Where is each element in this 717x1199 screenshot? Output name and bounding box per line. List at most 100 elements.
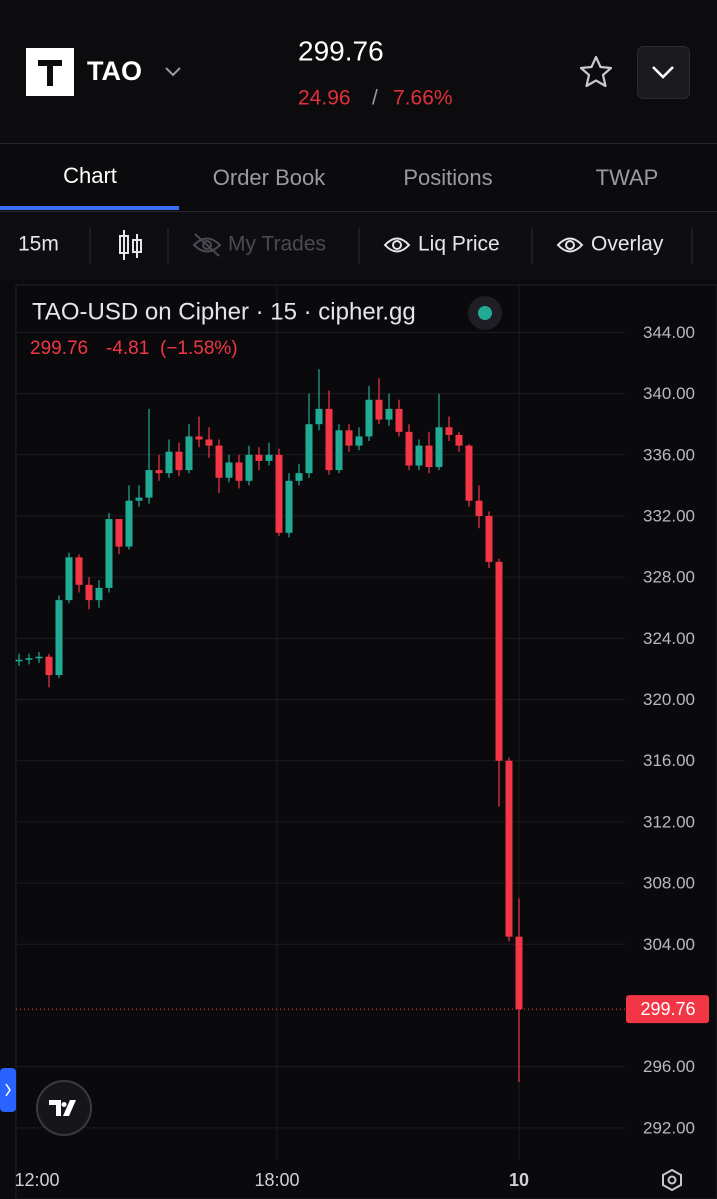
candle-body <box>195 436 203 440</box>
logo-glyph <box>49 1100 76 1116</box>
candle-body <box>445 427 453 435</box>
header <box>0 0 717 143</box>
liq-price-toggle[interactable]: Liq Price <box>418 233 500 256</box>
candle-body <box>15 659 23 662</box>
y-tick-label: 324.00 <box>643 629 695 648</box>
tab[interactable]: Order Book <box>213 165 326 190</box>
candle-body <box>115 519 123 547</box>
candle-body <box>495 561 503 761</box>
candle-body <box>95 587 103 601</box>
candle-body <box>45 656 53 676</box>
y-tick-label: 328.00 <box>643 568 695 587</box>
candle-body <box>265 454 273 461</box>
chart-panel <box>15 284 717 1199</box>
candle-body <box>365 399 373 437</box>
tab[interactable]: TWAP <box>596 165 659 190</box>
legend-close: 299.76 <box>30 338 88 359</box>
x-tick-label: 12:00 <box>14 1170 59 1190</box>
settings-icon[interactable] <box>662 1168 682 1192</box>
menu-chevron <box>652 66 674 79</box>
status-dot <box>478 306 492 320</box>
side-panel-toggle[interactable] <box>0 1068 16 1112</box>
chart-type-icon[interactable] <box>119 230 142 260</box>
candle-body <box>465 445 473 501</box>
candle-body <box>425 445 433 468</box>
symbol-chevron[interactable] <box>165 67 181 77</box>
candle-body <box>65 557 73 601</box>
header-change-pct: 7.66% <box>393 87 453 110</box>
favorite-star[interactable] <box>579 55 613 88</box>
y-tick-label: 312.00 <box>643 812 695 831</box>
candle-body <box>235 462 243 481</box>
candles <box>15 369 523 1082</box>
candle-body <box>175 451 183 471</box>
candle-body <box>295 473 303 481</box>
candle-body <box>215 445 223 478</box>
my-trades-toggle[interactable]: My Trades <box>228 233 326 256</box>
candle-body <box>25 658 33 660</box>
hidden-eye-icon <box>192 233 222 257</box>
tradingview-logo[interactable] <box>36 1080 92 1136</box>
candle-body <box>515 936 523 1010</box>
settings-icon-core <box>667 1175 677 1185</box>
header-price: 299.76 <box>298 35 384 66</box>
last-price-badge <box>626 995 709 1024</box>
candle-body <box>155 470 163 474</box>
candle-body <box>375 399 383 420</box>
candle-body <box>205 439 213 446</box>
candle-body <box>185 436 193 471</box>
candle-body <box>255 454 263 461</box>
y-tick-label: 336.00 <box>643 445 695 464</box>
header-separator: / <box>372 87 378 110</box>
eye-icon <box>383 237 411 253</box>
candle-body <box>225 462 233 478</box>
candle-body <box>435 427 443 468</box>
candle-body <box>355 436 363 446</box>
y-tick-label: 308.00 <box>643 874 695 893</box>
menu-button[interactable] <box>637 46 690 99</box>
symbol[interactable]: TAO <box>87 56 142 86</box>
candle-body <box>145 470 153 498</box>
y-tick-label: 332.00 <box>643 506 695 525</box>
candle-body <box>325 408 333 471</box>
y-tick-label: 292.00 <box>643 1118 695 1137</box>
candle-body <box>165 451 173 474</box>
candle-body <box>35 656 43 659</box>
interval-button[interactable]: 15m <box>18 233 59 256</box>
legend-change-pct: (−1.58%) <box>160 338 238 359</box>
candle-body <box>305 424 313 474</box>
last-price-label: 299.76 <box>640 999 695 1019</box>
candle-body <box>345 430 353 446</box>
y-tick-label: 344.00 <box>643 323 695 342</box>
y-tick-label: 340.00 <box>643 384 695 403</box>
candle-body <box>475 500 483 516</box>
candle-body <box>275 454 283 533</box>
candle-body <box>125 500 133 547</box>
toggle-arrow <box>5 1083 11 1097</box>
candle-body <box>385 408 393 420</box>
y-tick-label: 296.00 <box>643 1057 695 1076</box>
candle-body <box>405 431 413 466</box>
candle-body <box>55 600 63 676</box>
tab[interactable]: Chart <box>63 163 117 188</box>
chart-legend-title: TAO-USD on Cipher · 15 · cipher.gg <box>32 298 416 325</box>
candle-body <box>395 408 403 432</box>
legend-change: -4.81 <box>106 338 149 359</box>
x-tick-label: 18:00 <box>254 1170 299 1190</box>
eye-icon <box>556 237 584 253</box>
candle-body <box>105 519 113 588</box>
header-change: 24.96 <box>298 87 351 110</box>
logo-glyph <box>38 60 62 86</box>
candle-body <box>415 445 423 466</box>
candle-body <box>315 408 323 425</box>
active-tab-indicator <box>0 206 179 210</box>
candle-body <box>485 515 493 562</box>
x-tick-label: 10 <box>509 1170 529 1190</box>
tab[interactable]: Positions <box>403 165 492 190</box>
candle-body <box>75 557 83 585</box>
overlay-toggle[interactable]: Overlay <box>591 233 664 256</box>
candle-body <box>335 430 343 471</box>
y-tick-label: 320.00 <box>643 690 695 709</box>
candle-body <box>245 454 253 481</box>
